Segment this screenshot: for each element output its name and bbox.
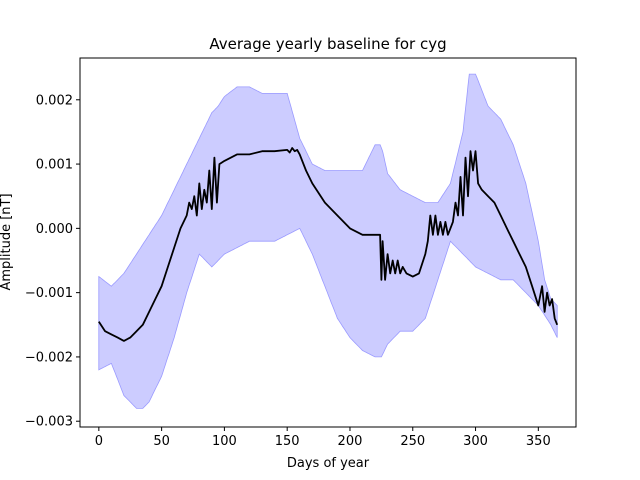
y-tick-label: −0.001 [25, 286, 73, 301]
x-tick-label: 100 [212, 434, 237, 449]
y-tick-label: 0.001 [36, 158, 73, 173]
x-tick-label: 50 [153, 434, 170, 449]
y-tick-label: 0.000 [36, 222, 73, 237]
confidence-band [98, 73, 558, 409]
y-tick-label: −0.002 [25, 350, 73, 365]
chart-title: Average yearly baseline for cyg [209, 35, 446, 53]
plot-area [98, 73, 559, 409]
x-tick-label: 0 [95, 434, 103, 449]
axes-frame [79, 57, 577, 428]
x-axis-label: Days of year [287, 456, 370, 471]
y-axis-label: Amplitude [nT] [0, 193, 14, 290]
y-tick-label: −0.003 [25, 415, 73, 430]
x-tick-label: 350 [526, 434, 551, 449]
x-tick-label: 250 [400, 434, 425, 449]
mean-line-0 [98, 147, 559, 342]
x-axis: 0 50 100 150 200 250 300 350 [95, 427, 551, 449]
x-tick-label: 150 [275, 434, 300, 449]
x-tick-label: 300 [463, 434, 488, 449]
y-axis: −0.003 −0.002 −0.001 0.000 0.001 0.002 [25, 93, 80, 430]
y-tick-label: 0.002 [36, 93, 73, 108]
x-tick-label: 200 [338, 434, 363, 449]
